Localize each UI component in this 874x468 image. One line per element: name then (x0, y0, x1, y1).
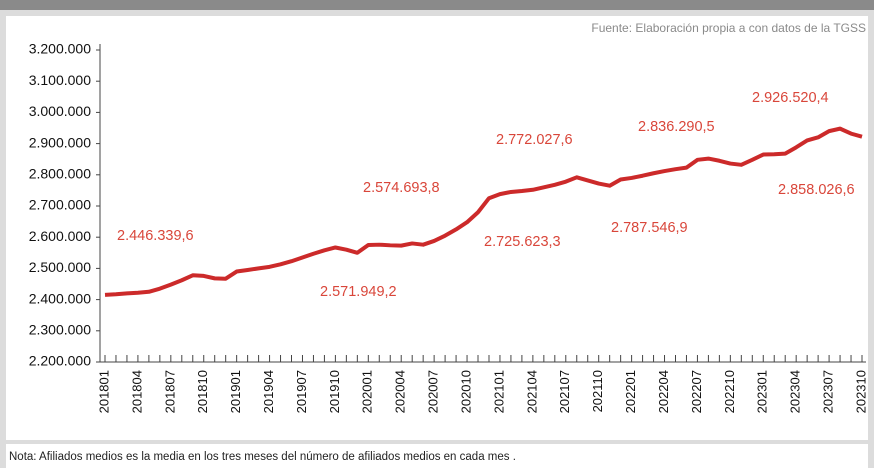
y-tick-label: 2.800.000 (29, 166, 91, 182)
y-tick-label: 3.200.000 (29, 41, 91, 57)
annotation: 2.858.026,6 (778, 182, 855, 198)
x-tick-label: 202001 (360, 370, 375, 413)
annotation: 2.772.027,6 (496, 132, 573, 148)
x-tick-label: 201907 (294, 370, 309, 413)
x-tick-label: 202210 (722, 370, 737, 413)
x-tick-label: 202301 (755, 370, 770, 413)
y-tick-label: 2.900.000 (29, 134, 91, 150)
x-tick-label: 202007 (426, 370, 441, 413)
plot-panel (6, 16, 868, 440)
source: Fuente: Elaboración propia a con datos d… (591, 21, 866, 35)
x-tick-label: 202304 (788, 370, 803, 413)
x-tick-label: 202110 (590, 370, 605, 412)
y-tick-label: 2.300.000 (29, 322, 91, 338)
y-tick-label: 2.200.000 (29, 353, 91, 369)
x-tick-label: 202201 (623, 370, 638, 413)
note: Nota: Afiliados medios es la media en lo… (9, 451, 516, 463)
title-band (0, 0, 874, 10)
annotation: 2.836.290,5 (638, 119, 715, 135)
x-tick-label: 202307 (821, 370, 836, 413)
y-tick-label: 2.500.000 (29, 259, 91, 275)
x-tick-label: 202310 (853, 370, 868, 413)
y-tick-label: 3.100.000 (29, 72, 91, 88)
x-tick-label: 201801 (96, 370, 111, 413)
x-tick-label: 201810 (195, 370, 210, 413)
x-tick-label: 201910 (327, 370, 342, 413)
annotation: 2.926.520,4 (752, 90, 829, 106)
note-panel (6, 444, 868, 468)
x-tick-label: 201901 (228, 370, 243, 413)
x-tick-label: 202010 (458, 370, 473, 413)
annotation: 2.571.949,2 (320, 284, 397, 300)
x-tick-label: 201804 (129, 370, 144, 413)
x-tick-label: 202104 (524, 370, 539, 413)
x-tick-label: 202207 (689, 370, 704, 413)
y-tick-label: 2.600.000 (29, 228, 91, 244)
y-tick-label: 2.400.000 (29, 290, 91, 306)
annotation: 2.725.623,3 (484, 234, 561, 250)
annotation: 2.446.339,6 (117, 228, 194, 244)
x-tick-label: 201807 (162, 370, 177, 413)
series-line (104, 126, 863, 297)
annotation: 2.574.693,8 (363, 180, 440, 196)
annotation: 2.787.546,9 (611, 220, 688, 236)
y-tick-label: 3.000.000 (29, 103, 91, 119)
x-tick-label: 201904 (261, 370, 276, 413)
y-tick-label: 2.700.000 (29, 197, 91, 213)
x-tick-label: 202004 (393, 370, 408, 413)
x-tick-label: 202204 (656, 370, 671, 413)
x-tick-label: 202101 (491, 370, 506, 413)
x-tick-label: 202107 (557, 370, 572, 413)
